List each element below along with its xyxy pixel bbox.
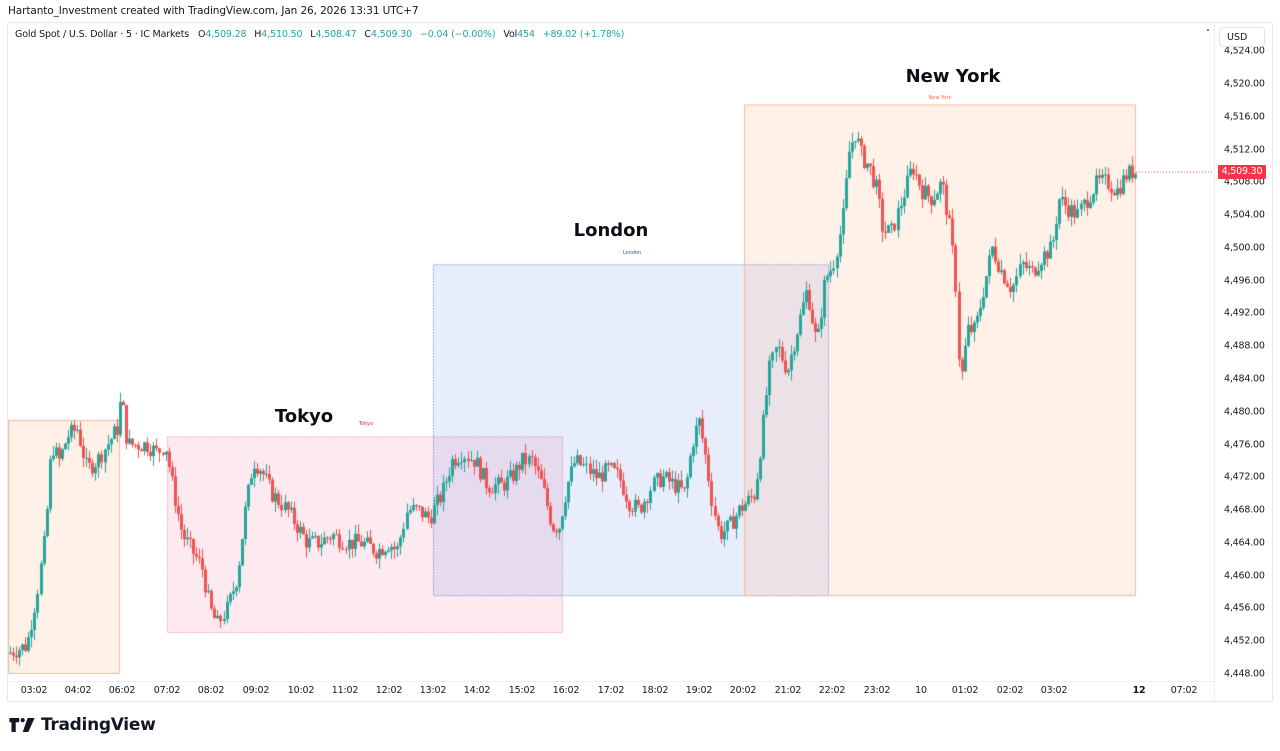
time-tick: 11:02 [331, 685, 359, 696]
close-label: C [364, 29, 371, 40]
time-tick: 14:02 [463, 685, 491, 696]
time-tick: 18:02 [641, 685, 669, 696]
session-title-tokyo: Tokyo [274, 406, 334, 427]
tradingview-brand: TradingView [9, 715, 156, 735]
change-value: −0.04 (−0.00%) [419, 29, 496, 40]
session-title-london: London [573, 220, 649, 241]
chart-caption: Hartanto_Investment created with Trading… [8, 5, 419, 17]
time-tick: 13:02 [419, 685, 447, 696]
time-tick: 04:02 [64, 685, 92, 696]
price-axis[interactable] [1214, 23, 1272, 701]
candlestick-canvas[interactable] [8, 23, 1214, 681]
price-tick: 4,464.00 [1224, 537, 1265, 549]
time-tick: 20:02 [729, 685, 757, 696]
session-tag-tokyo: Tokyo [359, 421, 373, 427]
vol-label: Vol [503, 29, 518, 40]
time-tick: 17:02 [597, 685, 625, 696]
currency-button[interactable]: USD [1219, 27, 1265, 47]
time-tick: 07:02 [1170, 685, 1198, 696]
time-tick: 09:02 [242, 685, 270, 696]
tradingview-logo-icon [9, 718, 35, 732]
candlestick-plot-area[interactable] [8, 23, 1214, 681]
price-tick: 4,476.00 [1224, 439, 1265, 451]
session-tag-london: London [622, 250, 642, 256]
price-tick: 4,520.00 [1224, 78, 1265, 90]
low-value: 4,508.47 [315, 29, 357, 40]
time-tick: 21:02 [774, 685, 802, 696]
close-value: 4,509.30 [370, 29, 413, 40]
price-tick: 4,516.00 [1224, 111, 1265, 123]
vol-value: 454 [517, 29, 535, 40]
last-price-tag: 4,509.30 [1218, 164, 1266, 179]
time-tick: 23:02 [863, 685, 891, 696]
time-axis[interactable] [8, 681, 1214, 701]
time-tick: 07:02 [153, 685, 181, 696]
time-tick: 03:02 [20, 685, 48, 696]
time-tick: 03:02 [1040, 685, 1068, 696]
time-tick: 15:02 [508, 685, 536, 696]
price-tick: 4,488.00 [1224, 340, 1265, 352]
time-tick: 10 [915, 685, 927, 696]
time-tick: 22:02 [818, 685, 846, 696]
time-tick: 12:02 [375, 685, 403, 696]
high-value: 4,510.50 [261, 29, 303, 40]
time-tick: 16:02 [552, 685, 580, 696]
session-tag-new-york: New York [928, 95, 952, 101]
symbol-legend: Gold Spot / U.S. Dollar · 5 · IC Markets… [15, 29, 624, 40]
low-label: L [310, 29, 316, 40]
price-tick: 4,504.00 [1224, 209, 1265, 221]
brand-name: TradingView [41, 715, 156, 735]
price-tick: 4,500.00 [1224, 242, 1265, 254]
currency-label: USD [1227, 31, 1248, 43]
price-tick: 4,448.00 [1224, 668, 1265, 680]
time-tick: 08:02 [197, 685, 225, 696]
price-tick: 4,508.00 [1224, 176, 1265, 188]
time-tick: 12 [1132, 685, 1146, 696]
vol-change-value: +89.02 (+1.78%) [542, 29, 625, 40]
session-title-new-york: New York [905, 66, 1001, 87]
price-tick: 4,472.00 [1224, 471, 1265, 483]
time-tick: 10:02 [287, 685, 315, 696]
price-tick: 4,512.00 [1224, 144, 1265, 156]
time-tick: 06:02 [108, 685, 136, 696]
price-tick: 4,524.00 [1224, 45, 1265, 57]
price-tick: 4,456.00 [1224, 602, 1265, 614]
price-tick: 4,480.00 [1224, 406, 1265, 418]
time-tick: 02:02 [996, 685, 1024, 696]
open-value: 4,509.28 [205, 29, 247, 40]
price-tick: 4,492.00 [1224, 307, 1265, 319]
time-tick: 19:02 [685, 685, 713, 696]
price-tick: 4,452.00 [1224, 635, 1265, 647]
price-tick: 4,484.00 [1224, 373, 1265, 385]
open-label: O [197, 29, 206, 40]
more-dots-icon[interactable] [1207, 29, 1209, 31]
high-label: H [254, 29, 262, 40]
price-tick: 4,460.00 [1224, 570, 1265, 582]
time-tick: 01:02 [951, 685, 979, 696]
price-tick: 4,468.00 [1224, 504, 1265, 516]
symbol-name[interactable]: Gold Spot / U.S. Dollar · 5 · IC Markets [15, 29, 190, 40]
price-tick: 4,496.00 [1224, 275, 1265, 287]
